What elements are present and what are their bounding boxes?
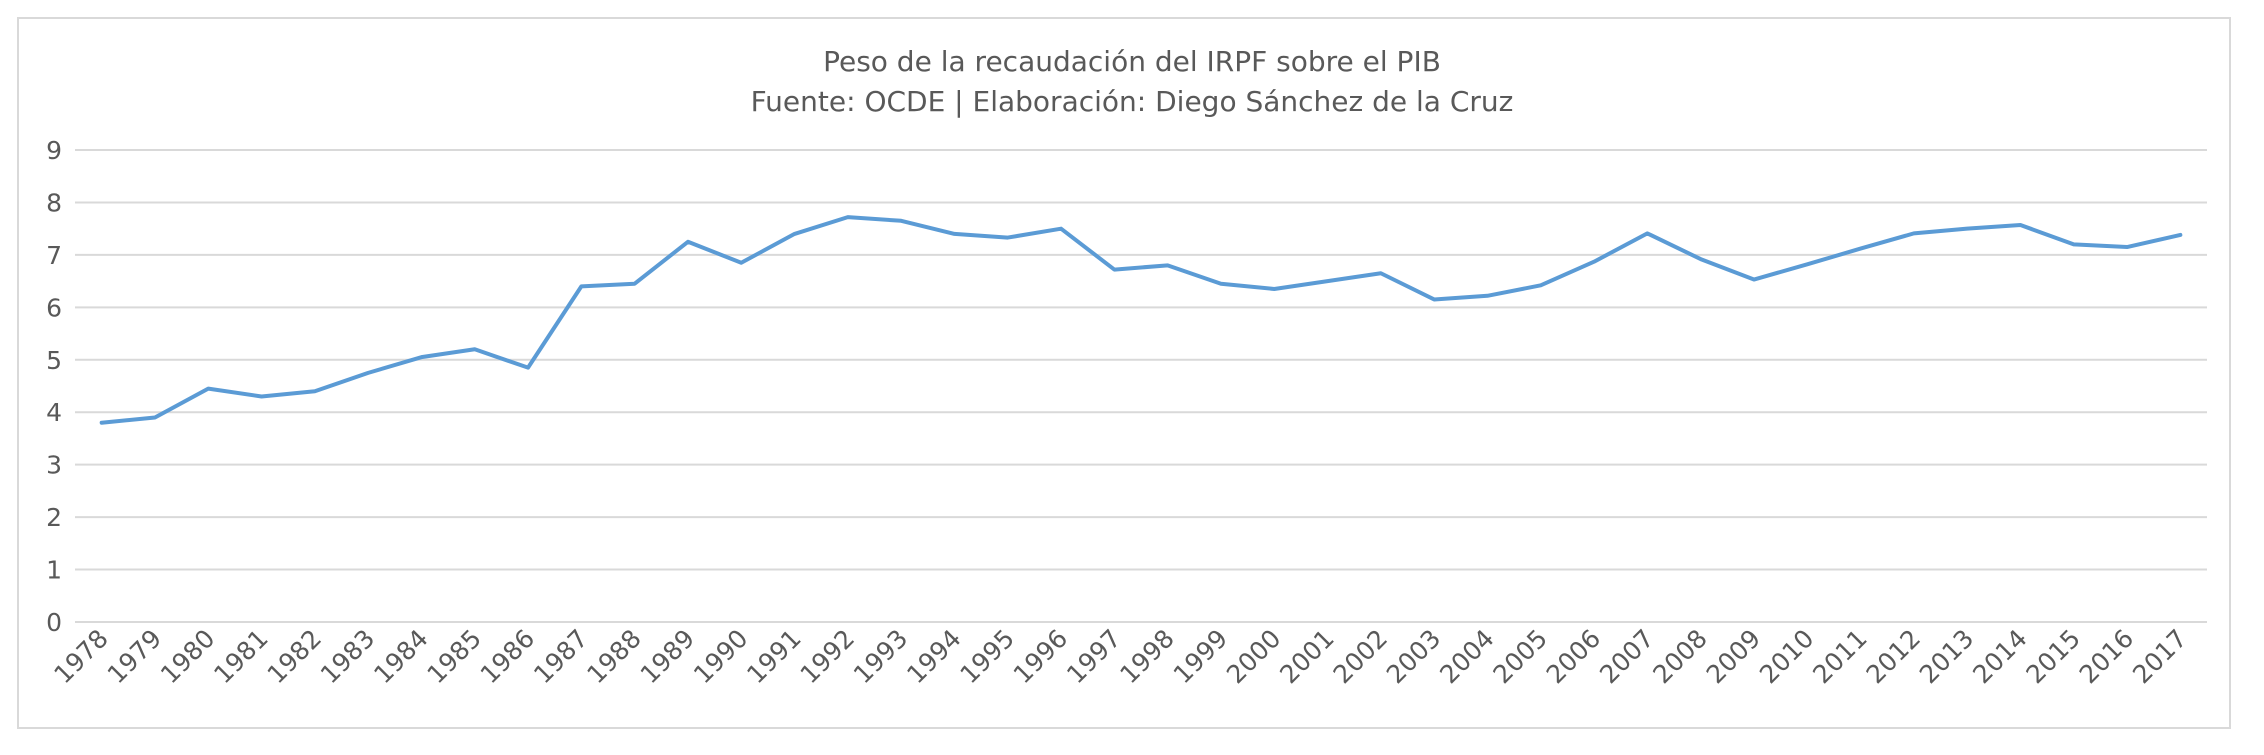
x-tick-label: 2006 — [1541, 624, 1606, 689]
chart-frame — [17, 17, 2231, 729]
x-tick-label: 2004 — [1434, 624, 1499, 689]
y-tick-label: 8 — [46, 188, 62, 217]
x-tick-label: 1992 — [795, 624, 860, 689]
x-tick-label: 1989 — [635, 624, 700, 689]
x-tick-label: 1994 — [901, 624, 966, 689]
y-tick-label: 0 — [46, 608, 62, 637]
x-tick-label: 1983 — [315, 624, 380, 689]
x-tick-label: 2015 — [2020, 624, 2085, 689]
x-tick-label: 2009 — [1701, 624, 1766, 689]
x-tick-label: 2016 — [2074, 624, 2139, 689]
y-tick-label: 5 — [46, 346, 62, 375]
x-tick-label: 1982 — [262, 624, 327, 689]
x-tick-label: 1980 — [155, 624, 220, 689]
x-tick-label: 2003 — [1381, 624, 1446, 689]
series-line — [99, 215, 2183, 425]
chart-title: Peso de la recaudación del IRPF sobre el… — [823, 45, 1441, 78]
x-tick-label: 1985 — [421, 624, 486, 689]
x-tick-label: 1998 — [1114, 624, 1179, 689]
chart-subtitle: Fuente: OCDE | Elaboración: Diego Sánche… — [750, 85, 1514, 118]
x-tick-label: 1986 — [475, 624, 540, 689]
x-tick-label: 1997 — [1061, 624, 1126, 689]
x-tick-label: 1988 — [581, 624, 646, 689]
x-tick-label: 2000 — [1221, 624, 1286, 689]
x-tick-label: 2012 — [1861, 624, 1926, 689]
y-tick-label: 1 — [46, 556, 62, 585]
x-tick-label: 1979 — [102, 624, 167, 689]
x-tick-label: 1999 — [1168, 624, 1233, 689]
x-tick-label: 2002 — [1328, 624, 1393, 689]
x-tick-label: 2013 — [1914, 624, 1979, 689]
y-tick-label: 2 — [46, 503, 62, 532]
y-tick-label: 9 — [46, 136, 62, 165]
x-tick-label: 2010 — [1754, 624, 1819, 689]
x-tick-label: 1984 — [368, 624, 433, 689]
x-tick-label: 1995 — [954, 624, 1019, 689]
x-tick-label: 2014 — [1967, 624, 2032, 689]
x-tick-label: 1991 — [741, 624, 806, 689]
x-tick-label: 1981 — [208, 624, 273, 689]
x-tick-label: 2007 — [1594, 624, 1659, 689]
y-tick-label: 3 — [46, 451, 62, 480]
x-tick-label: 1996 — [1008, 624, 1073, 689]
y-tick-label: 7 — [46, 241, 62, 270]
y-tick-label: 6 — [46, 293, 62, 322]
x-tick-label: 1987 — [528, 624, 593, 689]
x-tick-label: 1993 — [848, 624, 913, 689]
x-tick-label: 2011 — [1807, 624, 1872, 689]
x-tick-label: 2008 — [1647, 624, 1712, 689]
x-tick-label: 2005 — [1487, 624, 1552, 689]
x-tick-label: 1990 — [688, 624, 753, 689]
x-tick-label: 2001 — [1274, 624, 1339, 689]
y-tick-label: 4 — [46, 398, 62, 427]
x-tick-label: 2017 — [2127, 624, 2192, 689]
